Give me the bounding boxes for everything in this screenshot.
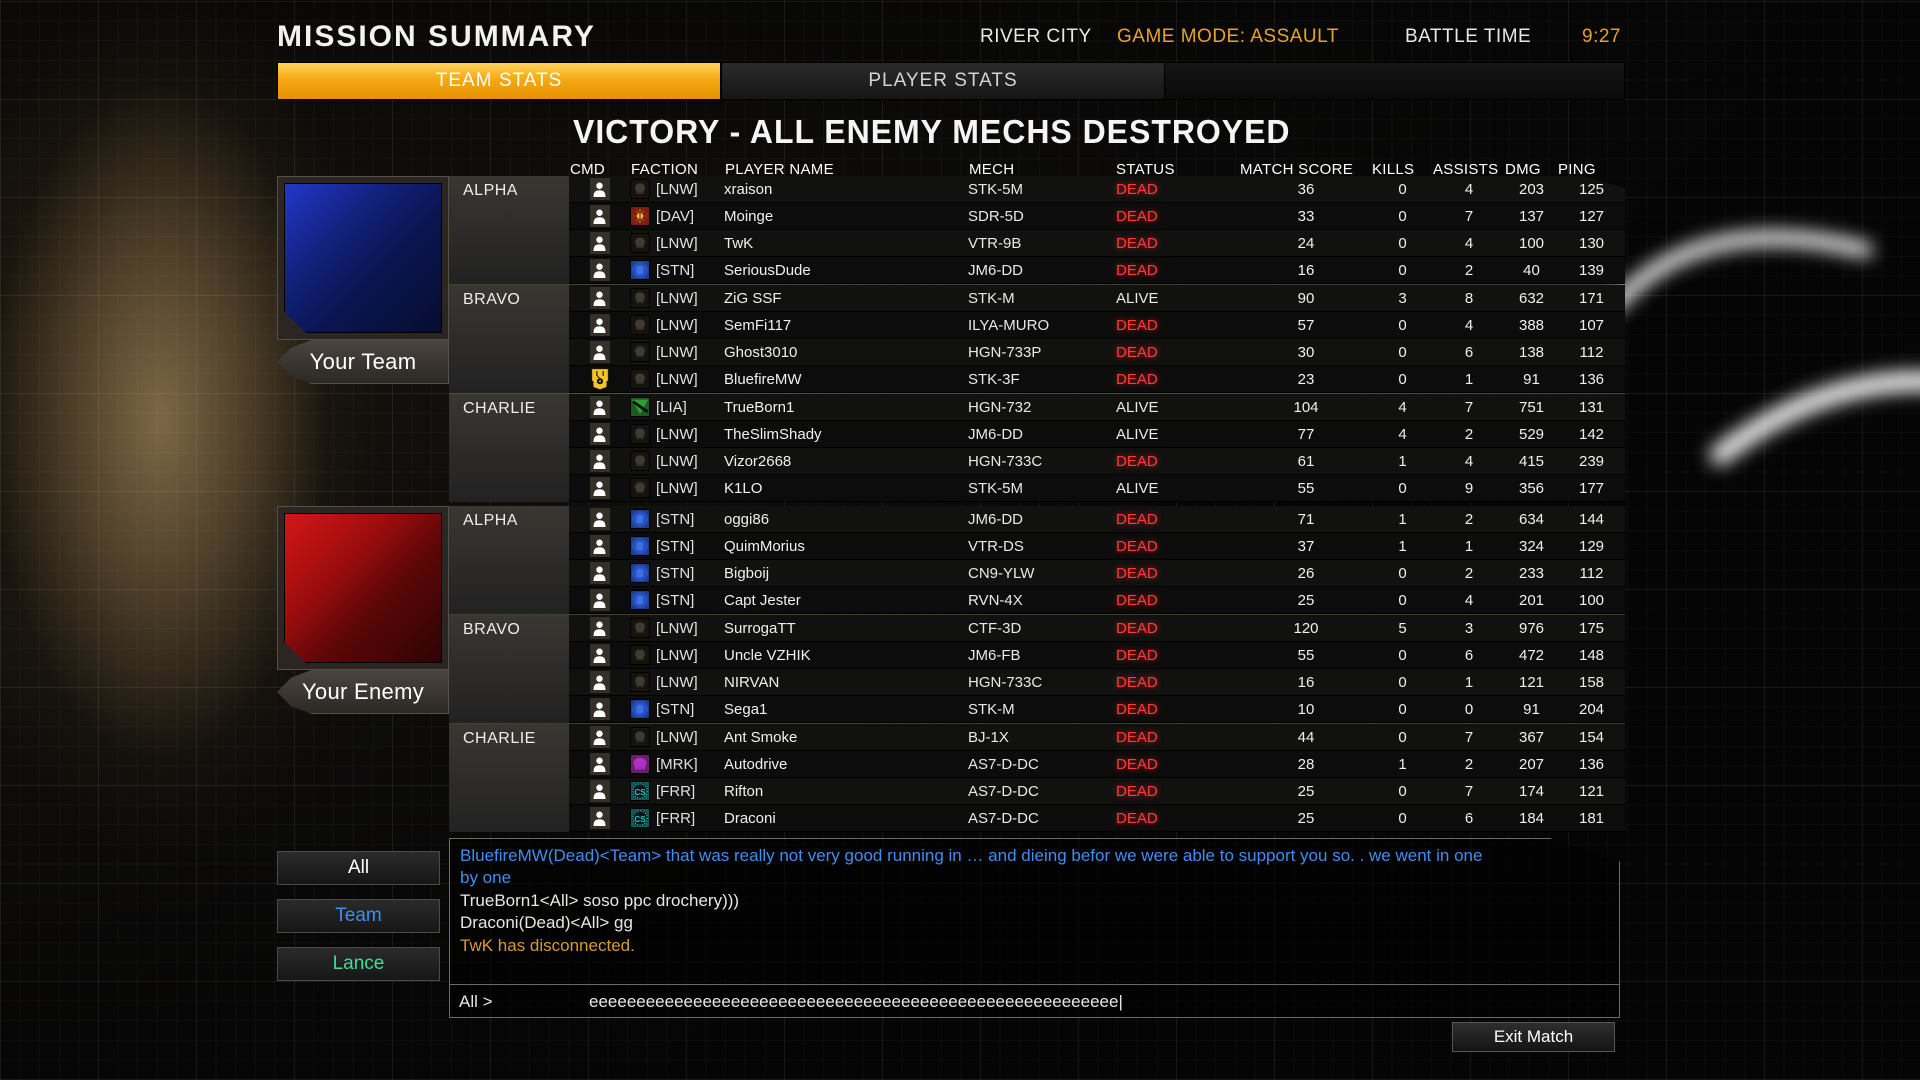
svg-text:CS: CS [634, 788, 646, 797]
svg-text:CS: CS [634, 815, 646, 824]
